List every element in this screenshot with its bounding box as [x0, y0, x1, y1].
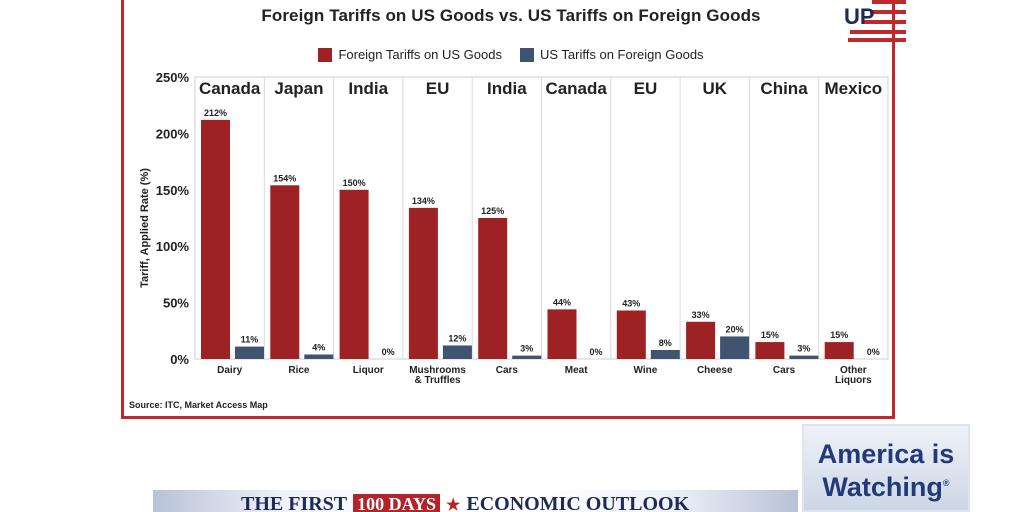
chart-frame: Foreign Tariffs on US Goods vs. US Tarif…: [121, 0, 895, 419]
bar-us: [789, 355, 819, 359]
x-tick-label: Rice: [288, 365, 310, 376]
x-tick-label: Cars: [773, 365, 796, 376]
x-tick-label: Other: [840, 365, 867, 376]
group-label: EU: [634, 79, 658, 98]
bar-foreign: [824, 342, 854, 359]
bar-foreign: [408, 207, 438, 359]
bar-foreign: [270, 185, 300, 359]
data-label: 15%: [830, 330, 848, 340]
bar-foreign: [755, 342, 785, 359]
bar-foreign: [547, 309, 577, 359]
lower-third-ticker: THE FIRST 100 DAYS ★ ECONOMIC OUTLOOK: [153, 490, 798, 512]
data-label: 212%: [204, 108, 227, 118]
ticker-highlight: 100 DAYS: [353, 494, 441, 512]
legend-item-foreign: Foreign Tariffs on US Goods: [318, 47, 502, 62]
group-label: India: [487, 79, 527, 98]
watch-line-1: America is: [817, 439, 955, 469]
data-label: 15%: [761, 330, 779, 340]
x-tick-label: Dairy: [217, 365, 242, 376]
y-tick-label: 250%: [156, 70, 190, 85]
bar-foreign: [339, 189, 369, 359]
data-label: 134%: [412, 196, 435, 206]
bar-us: [304, 354, 334, 359]
data-label: 33%: [692, 310, 710, 320]
data-label: 44%: [553, 297, 571, 307]
legend-swatch-foreign: [318, 47, 333, 62]
x-tick-label: & Truffles: [414, 375, 461, 386]
data-label: 125%: [481, 206, 504, 216]
legend-label-us: US Tariffs on Foreign Goods: [540, 47, 704, 62]
y-tick-label: 200%: [156, 126, 190, 141]
ticker-text-a: THE FIRST: [241, 493, 348, 512]
data-label: 3%: [520, 344, 533, 354]
y-tick-label: 150%: [156, 183, 190, 198]
america-is-watching-bug: America is Watching®: [802, 424, 970, 512]
bar-chart-plot: 0% 50% 100% 150% 200% 250% Tariff, Applied Rat…: [139, 70, 889, 386]
data-label: 3%: [797, 344, 810, 354]
y-axis-label: Tariff, Applied Rate (%): [139, 168, 151, 288]
star-icon: ★: [446, 496, 461, 512]
watch-line-2: Watching: [822, 472, 943, 502]
data-label: 4%: [312, 342, 325, 352]
group-label: India: [348, 79, 388, 98]
bar-foreign: [686, 321, 716, 359]
bar-foreign: [201, 119, 230, 359]
x-tick-label: Mushrooms: [409, 365, 466, 376]
x-tick-label: Liquor: [353, 365, 384, 376]
chart-source: Source: ITC, Market Access Map: [129, 400, 268, 410]
x-tick-label: Liquors: [835, 375, 872, 386]
group-label: EU: [426, 79, 450, 98]
data-label: 12%: [448, 333, 466, 343]
data-label: 20%: [726, 324, 744, 334]
legend-label-foreign: Foreign Tariffs on US Goods: [338, 47, 502, 62]
chart-title: Foreign Tariffs on US Goods vs. US Tarif…: [261, 6, 761, 25]
x-tick-label: Wine: [634, 365, 658, 376]
x-tick-label: Cars: [496, 365, 519, 376]
group-label: Canada: [545, 79, 607, 98]
bar-us: [720, 336, 750, 359]
network-logo: UP: [844, 0, 906, 42]
group-label: UK: [702, 79, 727, 98]
y-tick-label: 100%: [156, 239, 190, 254]
ticker-text-b: ECONOMIC OUTLOOK: [466, 493, 690, 512]
data-label: 11%: [241, 335, 259, 345]
x-tick-label: Cheese: [697, 365, 733, 376]
bar-us: [512, 355, 542, 359]
bar-us: [235, 346, 264, 359]
group-label: Japan: [274, 79, 323, 98]
y-tick-label: 50%: [163, 296, 189, 311]
data-label: 0%: [867, 347, 880, 357]
data-label: 0%: [589, 347, 602, 357]
legend-swatch-us: [520, 47, 534, 62]
bar-us: [650, 349, 680, 359]
registered-mark: ®: [942, 478, 950, 488]
bar-foreign: [478, 218, 508, 359]
logo-text: UP: [844, 4, 875, 29]
data-label: 154%: [273, 173, 296, 183]
bar-us: [442, 345, 472, 359]
data-label: 8%: [659, 338, 672, 348]
data-label: 150%: [343, 178, 366, 188]
ticker-text: THE FIRST 100 DAYS ★ ECONOMIC OUTLOOK: [241, 493, 689, 512]
data-label: 0%: [382, 347, 395, 357]
group-label: Mexico: [825, 79, 883, 98]
chart-legend: Foreign Tariffs on US Goods US Tariffs o…: [124, 47, 898, 62]
bar-foreign: [616, 310, 646, 359]
x-tick-label: Meat: [565, 365, 588, 376]
y-tick-label: 0%: [170, 352, 189, 367]
group-label: Canada: [199, 79, 261, 98]
data-label: 43%: [622, 298, 640, 308]
group-label: China: [760, 79, 808, 98]
legend-item-us: US Tariffs on Foreign Goods: [520, 47, 704, 62]
